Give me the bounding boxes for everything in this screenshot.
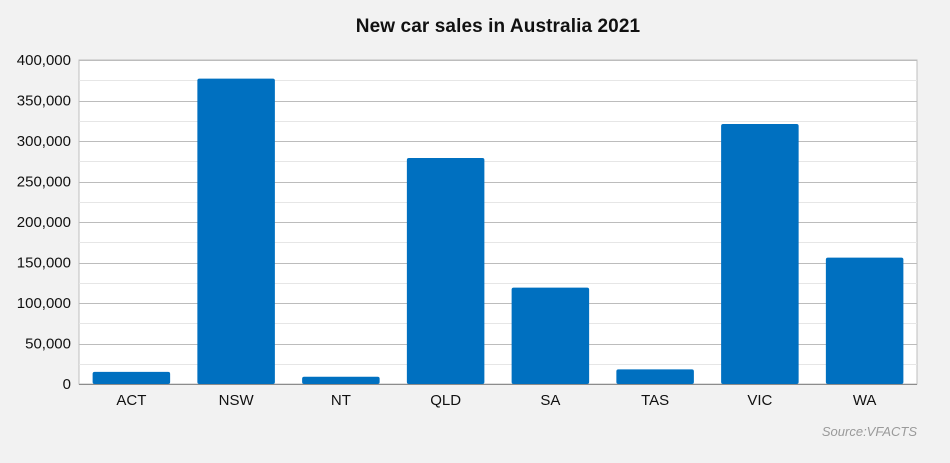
bar-nsw <box>197 78 275 384</box>
bar-qld <box>406 158 485 384</box>
x-tick-label: NT <box>331 392 351 409</box>
bar-sa <box>511 287 590 384</box>
bar-tas <box>616 369 694 384</box>
y-tick-label: 0 <box>63 376 71 393</box>
x-tick-label: ACT <box>116 392 146 409</box>
y-tick-label: 50,000 <box>25 336 71 353</box>
x-tick-label: WA <box>853 392 877 409</box>
x-tick-label: VIC <box>747 392 772 409</box>
x-tick-label: QLD <box>430 392 461 409</box>
x-tick-label: TAS <box>641 392 669 409</box>
bar-wa <box>825 257 904 384</box>
x-tick-label: SA <box>540 392 560 409</box>
bar-nt <box>302 376 380 384</box>
bar-vic <box>721 123 799 385</box>
chart-title: New car sales in Australia 2021 <box>355 16 641 37</box>
y-tick-label: 350,000 <box>17 93 71 110</box>
x-tick-label: NSW <box>219 392 255 409</box>
y-tick-label: 200,000 <box>17 214 71 231</box>
y-tick-label: 400,000 <box>17 52 71 69</box>
y-tick-label: 150,000 <box>17 255 71 272</box>
source-note: Source:VFACTS <box>821 424 917 439</box>
y-tick-label: 100,000 <box>17 295 71 312</box>
bar-act <box>92 371 171 384</box>
y-tick-label: 300,000 <box>17 133 71 150</box>
y-tick-label: 250,000 <box>17 174 71 191</box>
